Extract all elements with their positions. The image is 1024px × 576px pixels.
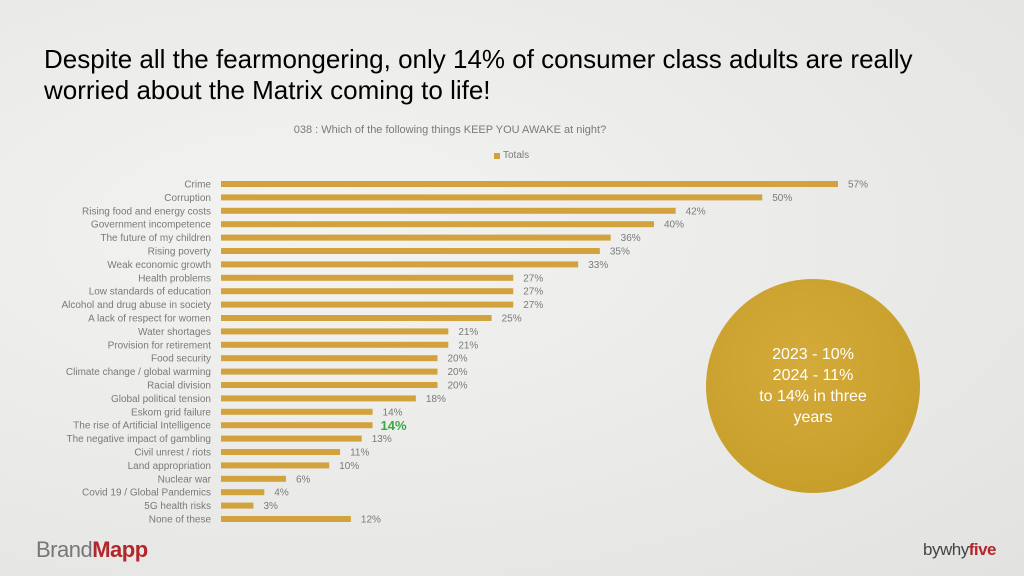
category-label: None of these <box>149 515 212 526</box>
bar <box>221 502 254 509</box>
category-label: A lack of respect for women <box>88 314 211 325</box>
value-label: 33% <box>588 260 608 271</box>
bar <box>221 422 373 429</box>
value-label: 27% <box>523 300 543 311</box>
category-label: The rise of Artificial Intelligence <box>73 421 211 432</box>
category-label: Water shortages <box>138 327 211 338</box>
category-label: Food security <box>151 354 211 365</box>
category-label: Climate change / global warming <box>66 367 211 378</box>
callout-line: 2024 - 11% <box>772 367 854 384</box>
chart-legend: Totals <box>494 150 529 161</box>
bar <box>221 261 579 268</box>
bar <box>221 288 514 295</box>
category-label: Provision for retirement <box>108 340 212 351</box>
bar <box>221 475 286 482</box>
legend-swatch <box>494 152 500 159</box>
value-label: 40% <box>664 220 684 231</box>
category-label: Land appropriation <box>128 461 211 472</box>
bar <box>221 301 514 308</box>
category-label: Nuclear war <box>158 474 212 485</box>
value-label: 10% <box>339 461 359 472</box>
value-label: 13% <box>372 434 392 445</box>
category-label: Rising poverty <box>148 247 211 258</box>
category-label: Covid 19 / Global Pandemics <box>82 488 211 499</box>
callout-line: 2023 - 10% <box>772 346 854 363</box>
category-label: The negative impact of gambling <box>66 434 211 445</box>
bar <box>221 234 611 241</box>
value-label: 21% <box>458 327 478 338</box>
bar <box>221 368 438 375</box>
value-label: 14% <box>381 418 407 433</box>
value-label: 20% <box>447 381 467 392</box>
value-label: 42% <box>686 206 706 217</box>
value-label: 14% <box>383 407 403 418</box>
value-label: 27% <box>523 287 543 298</box>
bar <box>221 181 838 187</box>
legend-label: Totals <box>503 150 530 161</box>
category-label: The future of my children <box>100 233 211 244</box>
category-label: 5G health risks <box>144 501 211 512</box>
value-label: 27% <box>523 273 543 284</box>
bar <box>221 435 362 442</box>
value-label: 18% <box>426 394 446 405</box>
chart-title: 038 : Which of the following things KEEP… <box>293 124 607 136</box>
bar <box>221 207 676 214</box>
category-label: Eskom grid failure <box>131 407 211 418</box>
bar <box>221 248 600 254</box>
category-label: Global political tension <box>111 394 211 405</box>
bar <box>221 408 373 415</box>
value-label: 57% <box>848 180 868 191</box>
bar <box>221 355 438 362</box>
category-label: Alcohol and drug abuse in society <box>61 300 211 311</box>
callout-line: to 14% in three <box>759 388 867 405</box>
bar <box>221 328 449 335</box>
bar <box>221 382 438 388</box>
bar <box>221 449 341 455</box>
callout-line: years <box>793 409 833 426</box>
value-label: 12% <box>361 515 381 526</box>
bywhyfive-logo: bywhyfive <box>923 540 996 559</box>
trend-callout: 2023 - 10% 2024 - 11% to 14% in three ye… <box>706 279 920 493</box>
value-label: 50% <box>772 193 792 204</box>
category-label: Government incompetence <box>91 220 212 231</box>
value-label: 4% <box>274 488 289 499</box>
bar <box>221 341 449 348</box>
value-label: 11% <box>350 448 369 459</box>
category-label: Corruption <box>164 193 211 204</box>
value-label: 20% <box>447 354 467 365</box>
slide-title: Despite all the fearmongering, only 14% … <box>44 44 913 105</box>
value-label: 3% <box>263 501 278 512</box>
value-label: 35% <box>610 247 630 258</box>
category-label: Low standards of education <box>89 287 211 298</box>
bar <box>221 516 351 522</box>
category-label: Rising food and energy costs <box>82 206 211 217</box>
category-label: Crime <box>184 180 211 191</box>
category-label: Racial division <box>147 381 211 392</box>
value-label: 21% <box>458 340 478 351</box>
bar <box>221 489 265 496</box>
value-label: 36% <box>621 233 641 244</box>
value-label: 20% <box>447 367 467 378</box>
category-label: Civil unrest / riots <box>134 448 211 459</box>
bar <box>221 194 763 201</box>
bar <box>221 315 492 321</box>
bar <box>221 274 514 281</box>
bar <box>221 462 330 469</box>
value-label: 25% <box>502 314 522 325</box>
category-label: Health problems <box>138 273 211 284</box>
bar <box>221 395 416 402</box>
category-label: Weak economic growth <box>107 260 211 271</box>
bar <box>221 221 654 228</box>
brandmapp-logo: BrandMapp <box>36 537 148 562</box>
value-label: 6% <box>296 474 311 485</box>
